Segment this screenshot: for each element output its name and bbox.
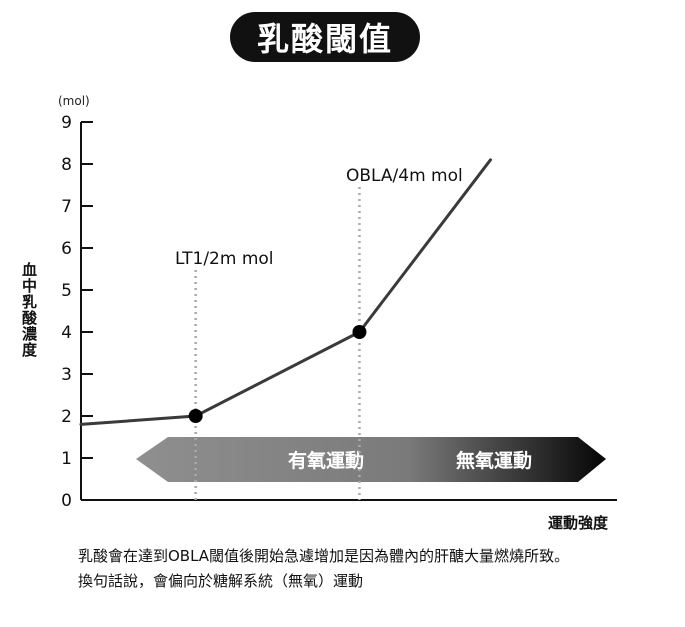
footnote-line-1: 乳酸會在達到OBLA閾值後開始急遽增加是因為體內的肝醣大量燃燒所致。: [78, 547, 570, 565]
y-tick-label: 7: [61, 197, 72, 217]
y-unit-label: (mol): [58, 94, 90, 108]
y-tick-label: 8: [61, 155, 72, 175]
footnote-line-2: 換句話說，會偏向於糖解系統（無氧）運動: [78, 572, 364, 590]
lt1-point: [188, 409, 203, 423]
lactate-curve: [79, 158, 492, 426]
obla-label: OBLA/4m mol: [346, 166, 463, 186]
y-axis-label: 血中乳酸濃度: [20, 262, 38, 358]
y-tick-label: 2: [61, 407, 72, 427]
obla-point: [352, 325, 367, 339]
y-tick-label: 5: [61, 281, 72, 301]
threshold-markers: LT1/2m mol OBLA/4m mol: [175, 166, 463, 423]
y-tick-label: 4: [61, 323, 72, 343]
y-tick-label: 9: [61, 113, 72, 133]
intensity-arrow: 有氧運動 無氧運動: [136, 437, 606, 482]
intensity-arrow-shape: [136, 437, 606, 482]
aerobic-zone-label: 有氧運動: [288, 449, 364, 472]
axes: 0 1 2 3 4 5 6 7 8 9: [61, 113, 617, 511]
y-tick-label: 1: [61, 449, 72, 469]
chart-title: 乳酸閾值: [230, 12, 420, 62]
y-tick-label: 6: [61, 239, 72, 259]
y-tick-label: 3: [61, 365, 72, 385]
lactate-series-line: [79, 158, 492, 426]
anaerobic-zone-label: 無氧運動: [456, 449, 532, 472]
lt1-label: LT1/2m mol: [175, 249, 274, 269]
x-axis-label: 運動強度: [548, 514, 609, 532]
y-tick-label: 0: [61, 491, 72, 511]
threshold-guides: [194, 187, 361, 500]
